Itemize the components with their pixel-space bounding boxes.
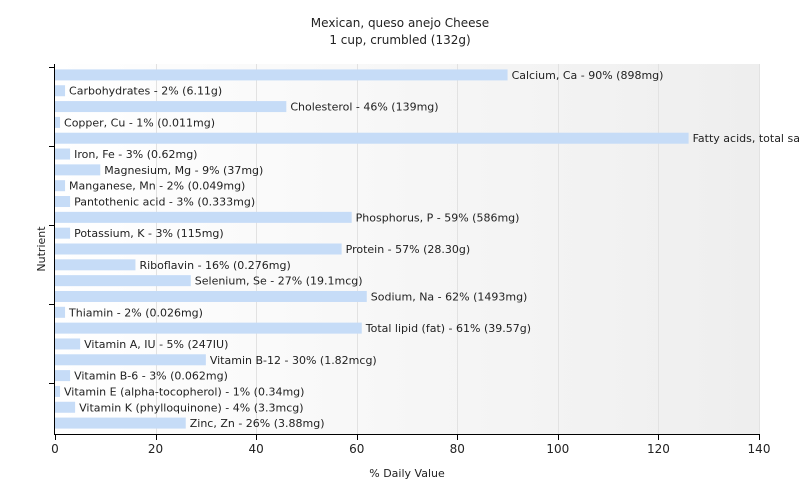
bar [55,370,71,382]
bar-label: Phosphorus, P - 59% (586mg) [356,211,520,224]
bar [55,243,342,255]
bar [55,164,101,176]
bar-label: Thiamin - 2% (0.026mg) [68,306,203,319]
bar-label: Calcium, Ca - 90% (898mg) [512,69,664,82]
x-tick-label: 140 [748,442,771,456]
bar [55,338,81,350]
bar-label: Total lipid (fat) - 61% (39.57g) [365,322,531,335]
bar [55,69,508,81]
bar [55,417,186,429]
bar [55,148,71,160]
bar-label: Magnesium, Mg - 9% (37mg) [104,164,263,177]
bar [55,385,61,397]
bar [55,401,76,413]
bars [55,69,689,429]
chart-subtitle: 1 cup, crumbled (132g) [329,33,470,47]
bar-label: Copper, Cu - 1% (0.011mg) [64,116,215,129]
bar-label: Carbohydrates - 2% (6.11g) [69,85,222,98]
bar-label: Zinc, Zn - 26% (3.88mg) [190,417,325,430]
bar [55,227,71,239]
x-tick-label: 60 [349,442,364,456]
bar [55,259,136,271]
x-tick-label: 100 [546,442,569,456]
bar-label: Iron, Fe - 3% (0.62mg) [74,148,197,161]
bar [55,322,362,334]
x-tick-label: 120 [647,442,670,456]
bar [55,101,287,113]
bar-label: Vitamin B-12 - 30% (1.82mcg) [210,354,377,367]
x-tick-label: 40 [249,442,264,456]
bar [55,306,66,318]
bar-label: Sodium, Na - 62% (1493mg) [371,290,528,303]
bar-label: Vitamin B-6 - 3% (0.062mg) [74,370,228,383]
bar-label: Manganese, Mn - 2% (0.049mg) [69,180,245,193]
bar-label: Vitamin E (alpha-tocopherol) - 1% (0.34m… [64,385,304,398]
bar-label: Pantothenic acid - 3% (0.333mg) [74,196,255,209]
chart-title: Mexican, queso anejo Cheese [311,16,489,30]
bar-label: Riboflavin - 16% (0.276mg) [139,259,290,272]
bar [55,290,367,302]
bar-label: Vitamin A, IU - 5% (247IU) [84,338,228,351]
bar [55,132,689,144]
bar-label: Fatty acids, total saturated - 126% (25.… [693,132,800,145]
bar-label: Potassium, K - 3% (115mg) [74,227,224,240]
bar-label: Vitamin K (phylloquinone) - 4% (3.3mcg) [79,401,303,414]
x-axis-title: % Daily Value [369,467,445,480]
bar-label: Cholesterol - 46% (139mg) [290,101,438,114]
x-tick-label: 0 [51,442,59,456]
bar [55,180,66,192]
bar-label: Selenium, Se - 27% (19.1mcg) [195,275,363,288]
x-tick-label: 80 [450,442,465,456]
x-tick-label: 20 [148,442,163,456]
axes: 0 20 40 60 80 100 120 140 [49,64,770,456]
y-axis-title: Nutrient [35,226,48,272]
bar [55,354,206,366]
bar-label: Protein - 57% (28.30g) [346,243,471,256]
bar [55,211,352,223]
bar [55,275,191,287]
bar [55,116,61,128]
bar-labels: Calcium, Ca - 90% (898mg) Carbohydrates -… [64,69,800,430]
bar [55,85,66,97]
bar [55,196,71,208]
